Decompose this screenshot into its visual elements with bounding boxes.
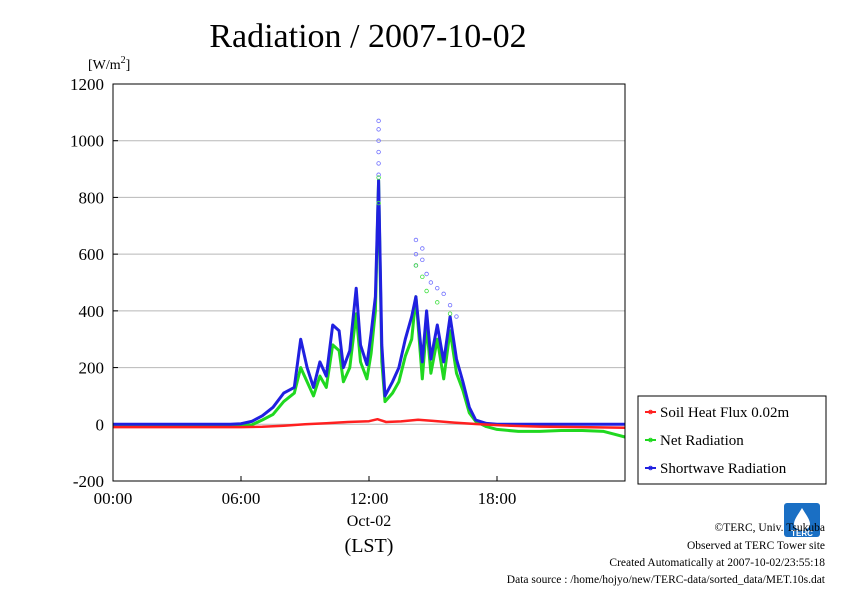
scatter-point bbox=[413, 263, 419, 268]
scatter-point bbox=[376, 149, 381, 155]
y-tick-label: 800 bbox=[79, 188, 105, 207]
x-axis-ticks: 00:00 06:00 12:00 18:00 bbox=[94, 476, 517, 508]
x-tick-label: 00:00 bbox=[94, 489, 133, 508]
legend-label: Net Radiation bbox=[660, 433, 744, 449]
scatter-point bbox=[376, 138, 381, 143]
scatter-point bbox=[413, 251, 419, 257]
y-tick-label: 1200 bbox=[70, 75, 104, 94]
y-tick-label: 0 bbox=[96, 415, 105, 434]
series-line-1 bbox=[113, 178, 626, 439]
x-tick-label: 12:00 bbox=[350, 489, 389, 508]
scatter-outliers bbox=[376, 118, 459, 319]
y-tick-label: 600 bbox=[79, 245, 105, 264]
scatter-point bbox=[420, 257, 425, 263]
scatter-point bbox=[441, 291, 446, 297]
chart-title: Radiation / 2007-10-02 bbox=[209, 18, 526, 55]
scatter-point bbox=[376, 161, 381, 166]
legend-label: Soil Heat Flux 0.02m bbox=[660, 405, 790, 421]
scatter-point bbox=[447, 302, 453, 308]
scatter-point bbox=[428, 280, 434, 285]
x-tick-label: 06:00 bbox=[222, 489, 261, 508]
legend-label: Shortwave Radiation bbox=[660, 461, 787, 477]
legend-marker bbox=[648, 437, 653, 443]
scatter-point bbox=[376, 127, 381, 132]
scatter-point bbox=[447, 311, 453, 316]
series-line-2 bbox=[113, 178, 625, 426]
water-drop-icon bbox=[794, 508, 810, 530]
scatter-point bbox=[435, 285, 440, 291]
footer-observed: Observed at TERC Tower site bbox=[687, 540, 825, 552]
y-axis-ticks: -200 0 200 400 600 800 1000 1200 bbox=[70, 75, 118, 491]
scatter-point bbox=[424, 271, 429, 277]
x-tick-label: 18:00 bbox=[478, 489, 517, 508]
logo-text: TERC bbox=[791, 529, 813, 538]
scatter-point bbox=[376, 200, 381, 206]
scatter-point bbox=[424, 288, 429, 294]
legend: Soil Heat Flux 0.02m Net Radiation Shortwa… bbox=[637, 395, 827, 485]
grid-lines bbox=[113, 140, 625, 425]
scatter-point bbox=[435, 300, 440, 305]
scatter-point bbox=[454, 314, 459, 319]
legend-box bbox=[637, 395, 827, 485]
x-unit-label: (LST) bbox=[345, 535, 394, 557]
footer-copyright: ©TERC, Univ. Tsukuba bbox=[715, 522, 825, 534]
legend-marker bbox=[648, 409, 653, 415]
scatter-point bbox=[376, 175, 381, 180]
series-layer bbox=[113, 178, 626, 439]
scatter-point bbox=[420, 246, 425, 251]
footer-created: Created Automatically at 2007-10-02/23:5… bbox=[609, 557, 825, 569]
y-tick-label: 200 bbox=[79, 359, 105, 378]
y-tick-label: 400 bbox=[79, 302, 105, 321]
scatter-point bbox=[376, 118, 381, 124]
plot-frame bbox=[112, 83, 626, 482]
x-date-label: Oct-02 bbox=[347, 513, 391, 530]
footer-source: Data source : /home/hojyo/new/TERC-data/… bbox=[507, 574, 826, 586]
scatter-point bbox=[420, 274, 425, 280]
y-tick-label: 1000 bbox=[70, 132, 104, 151]
legend-marker bbox=[648, 465, 653, 471]
y-unit-label: [W/m2] bbox=[88, 55, 130, 73]
series-line-0 bbox=[113, 417, 626, 429]
terc-logo: TERC bbox=[784, 503, 820, 538]
y-tick-label: -200 bbox=[73, 472, 104, 491]
scatter-point bbox=[413, 237, 419, 243]
scatter-point bbox=[376, 172, 381, 177]
